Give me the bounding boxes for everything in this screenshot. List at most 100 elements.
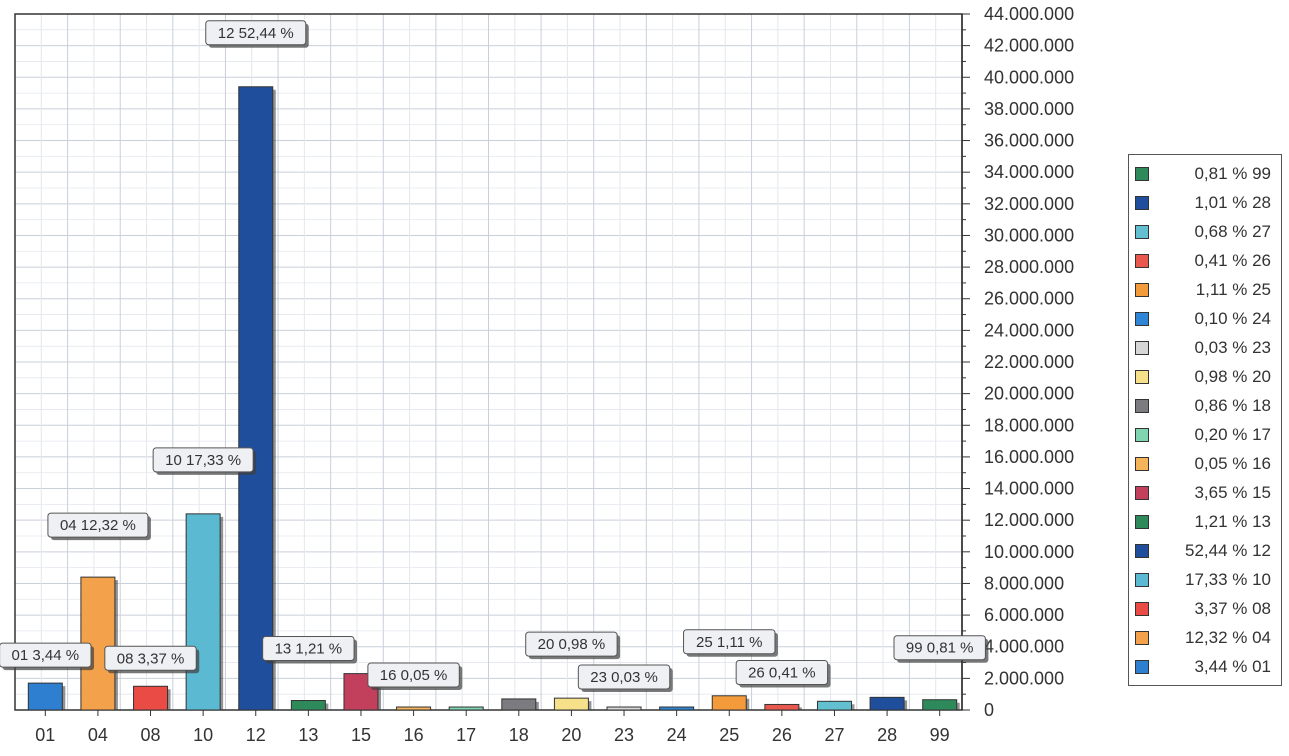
y-tick-label: 6.000.000 — [984, 605, 1064, 625]
legend-item: 0,81 % 99 — [1135, 159, 1275, 188]
legend-swatch — [1135, 456, 1149, 471]
bar-25 — [711, 695, 747, 711]
data-label-10: 10 17,33 % — [165, 452, 241, 469]
legend-label: 1,11 % 25 — [1195, 279, 1271, 299]
x-tick-label: 20 — [561, 725, 581, 745]
data-labels: 01 3,44 % 04 12,32 % 08 3,37 % 10 17,33 % 12… — [0, 20, 989, 692]
x-tick-label: 01 — [35, 725, 55, 745]
legend-label: 17,33 % 10 — [1184, 569, 1271, 589]
bars — [27, 86, 960, 711]
x-axis: 01 04 08 10 12 13 15 16 17 18 20 23 24 25 26 27 28 99 — [35, 710, 950, 745]
x-tick-label: 16 — [404, 725, 424, 745]
legend-label: 0,68 % 27 — [1194, 221, 1271, 241]
legend-label: 3,65 % 15 — [1194, 482, 1271, 502]
legend-label: 0,98 % 20 — [1194, 366, 1271, 386]
legend-label: 3,44 % 01 — [1194, 656, 1271, 676]
data-label-box — [262, 636, 355, 662]
y-tick-label: 10.000.000 — [984, 542, 1074, 562]
data-label-20: 20 0,98 % — [538, 636, 606, 653]
data-label-04: 04 12,32 % — [60, 517, 136, 534]
x-tick-label: 17 — [456, 725, 476, 745]
y-tick-label: 18.000.000 — [984, 415, 1074, 435]
bar-99 — [922, 699, 958, 711]
y-tick-label: 32.000.000 — [984, 194, 1074, 214]
y-tick-label: 0 — [984, 700, 994, 720]
x-tick-label: 28 — [877, 725, 897, 745]
y-tick-label: 36.000.000 — [984, 131, 1074, 151]
legend-item: 0,41 % 26 — [1135, 246, 1275, 275]
legend-swatch — [1135, 166, 1149, 181]
bar-13 — [290, 700, 326, 711]
data-label-box — [525, 631, 618, 657]
data-label-08: 08 3,37 % — [117, 650, 185, 667]
legend-item: 1,11 % 25 — [1135, 275, 1275, 304]
y-tick-label: 30.000.000 — [984, 225, 1074, 245]
data-label-box — [152, 447, 254, 473]
legend-swatch — [1135, 311, 1149, 326]
legend-item: 52,44 % 12 — [1135, 536, 1275, 565]
bar-18 — [501, 698, 537, 711]
legend-swatch — [1135, 427, 1149, 442]
data-label-box — [893, 635, 986, 661]
data-label-box — [683, 629, 776, 655]
y-tick-label: 20.000.000 — [984, 384, 1074, 404]
x-tick-label: 26 — [772, 725, 792, 745]
legend-item: 0,10 % 24 — [1135, 304, 1275, 333]
legend-item: 3,65 % 15 — [1135, 478, 1275, 507]
legend-label: 0,41 % 26 — [1194, 250, 1271, 270]
y-tick-label: 12.000.000 — [984, 510, 1074, 530]
y-tick-label: 28.000.000 — [984, 257, 1074, 277]
legend-label: 1,01 % 28 — [1194, 192, 1271, 212]
data-label-box — [735, 659, 829, 685]
bar-27 — [816, 700, 852, 711]
y-tick-label: 16.000.000 — [984, 447, 1074, 467]
legend-item: 1,01 % 28 — [1135, 188, 1275, 217]
legend-item: 17,33 % 10 — [1135, 565, 1275, 594]
data-label-23: 23 0,03 % — [590, 669, 658, 686]
legend-swatch — [1135, 601, 1149, 616]
y-tick-label: 26.000.000 — [984, 289, 1074, 309]
data-label-13: 13 1,21 % — [275, 641, 343, 658]
bar-12 — [238, 86, 274, 711]
x-tick-label: 25 — [719, 725, 739, 745]
bar-17 — [448, 706, 484, 711]
y-tick-label: 42.000.000 — [984, 36, 1074, 56]
x-tick-label: 12 — [246, 725, 266, 745]
bar-04 — [80, 576, 116, 711]
y-tick-label: 14.000.000 — [984, 479, 1074, 499]
legend-item: 0,68 % 27 — [1135, 217, 1275, 246]
legend-label: 0,81 % 99 — [1194, 163, 1271, 183]
bar-28 — [869, 696, 905, 711]
data-label-box — [104, 645, 197, 671]
x-tick-label: 13 — [298, 725, 318, 745]
x-tick-label: 10 — [193, 725, 213, 745]
legend-item: 0,03 % 23 — [1135, 333, 1275, 362]
bar-08 — [133, 685, 169, 711]
y-tick-label: 2.000.000 — [984, 668, 1064, 688]
legend-swatch — [1135, 253, 1149, 268]
y-tick-label: 40.000.000 — [984, 67, 1074, 87]
legend-swatch — [1135, 630, 1149, 645]
legend: 0,81 % 99 1,01 % 28 0,68 % 27 0,41 % 26 1,11… — [1128, 154, 1282, 686]
data-label-25: 25 1,11 % — [696, 634, 762, 651]
x-tick-label: 18 — [509, 725, 529, 745]
legend-item: 12,32 % 04 — [1135, 623, 1275, 652]
data-label-12: 12 52,44 % — [218, 25, 294, 42]
x-tick-label: 08 — [141, 725, 161, 745]
y-tick-label: 38.000.000 — [984, 99, 1074, 119]
legend-label: 0,05 % 16 — [1194, 453, 1271, 473]
data-label-box — [47, 512, 149, 538]
x-tick-label: 27 — [824, 725, 844, 745]
y-tick-label: 34.000.000 — [984, 162, 1074, 182]
legend-item: 3,37 % 08 — [1135, 594, 1275, 623]
bar-10 — [185, 513, 221, 711]
legend-label: 3,37 % 08 — [1194, 598, 1271, 618]
data-label-16: 16 0,05 % — [380, 667, 448, 684]
x-tick-label: 04 — [88, 725, 108, 745]
legend-swatch — [1135, 514, 1149, 529]
x-tick-label: 15 — [351, 725, 371, 745]
data-label-box — [367, 662, 460, 688]
legend-swatch — [1135, 543, 1149, 558]
legend-label: 0,10 % 24 — [1194, 308, 1271, 328]
legend-swatch — [1135, 572, 1149, 587]
